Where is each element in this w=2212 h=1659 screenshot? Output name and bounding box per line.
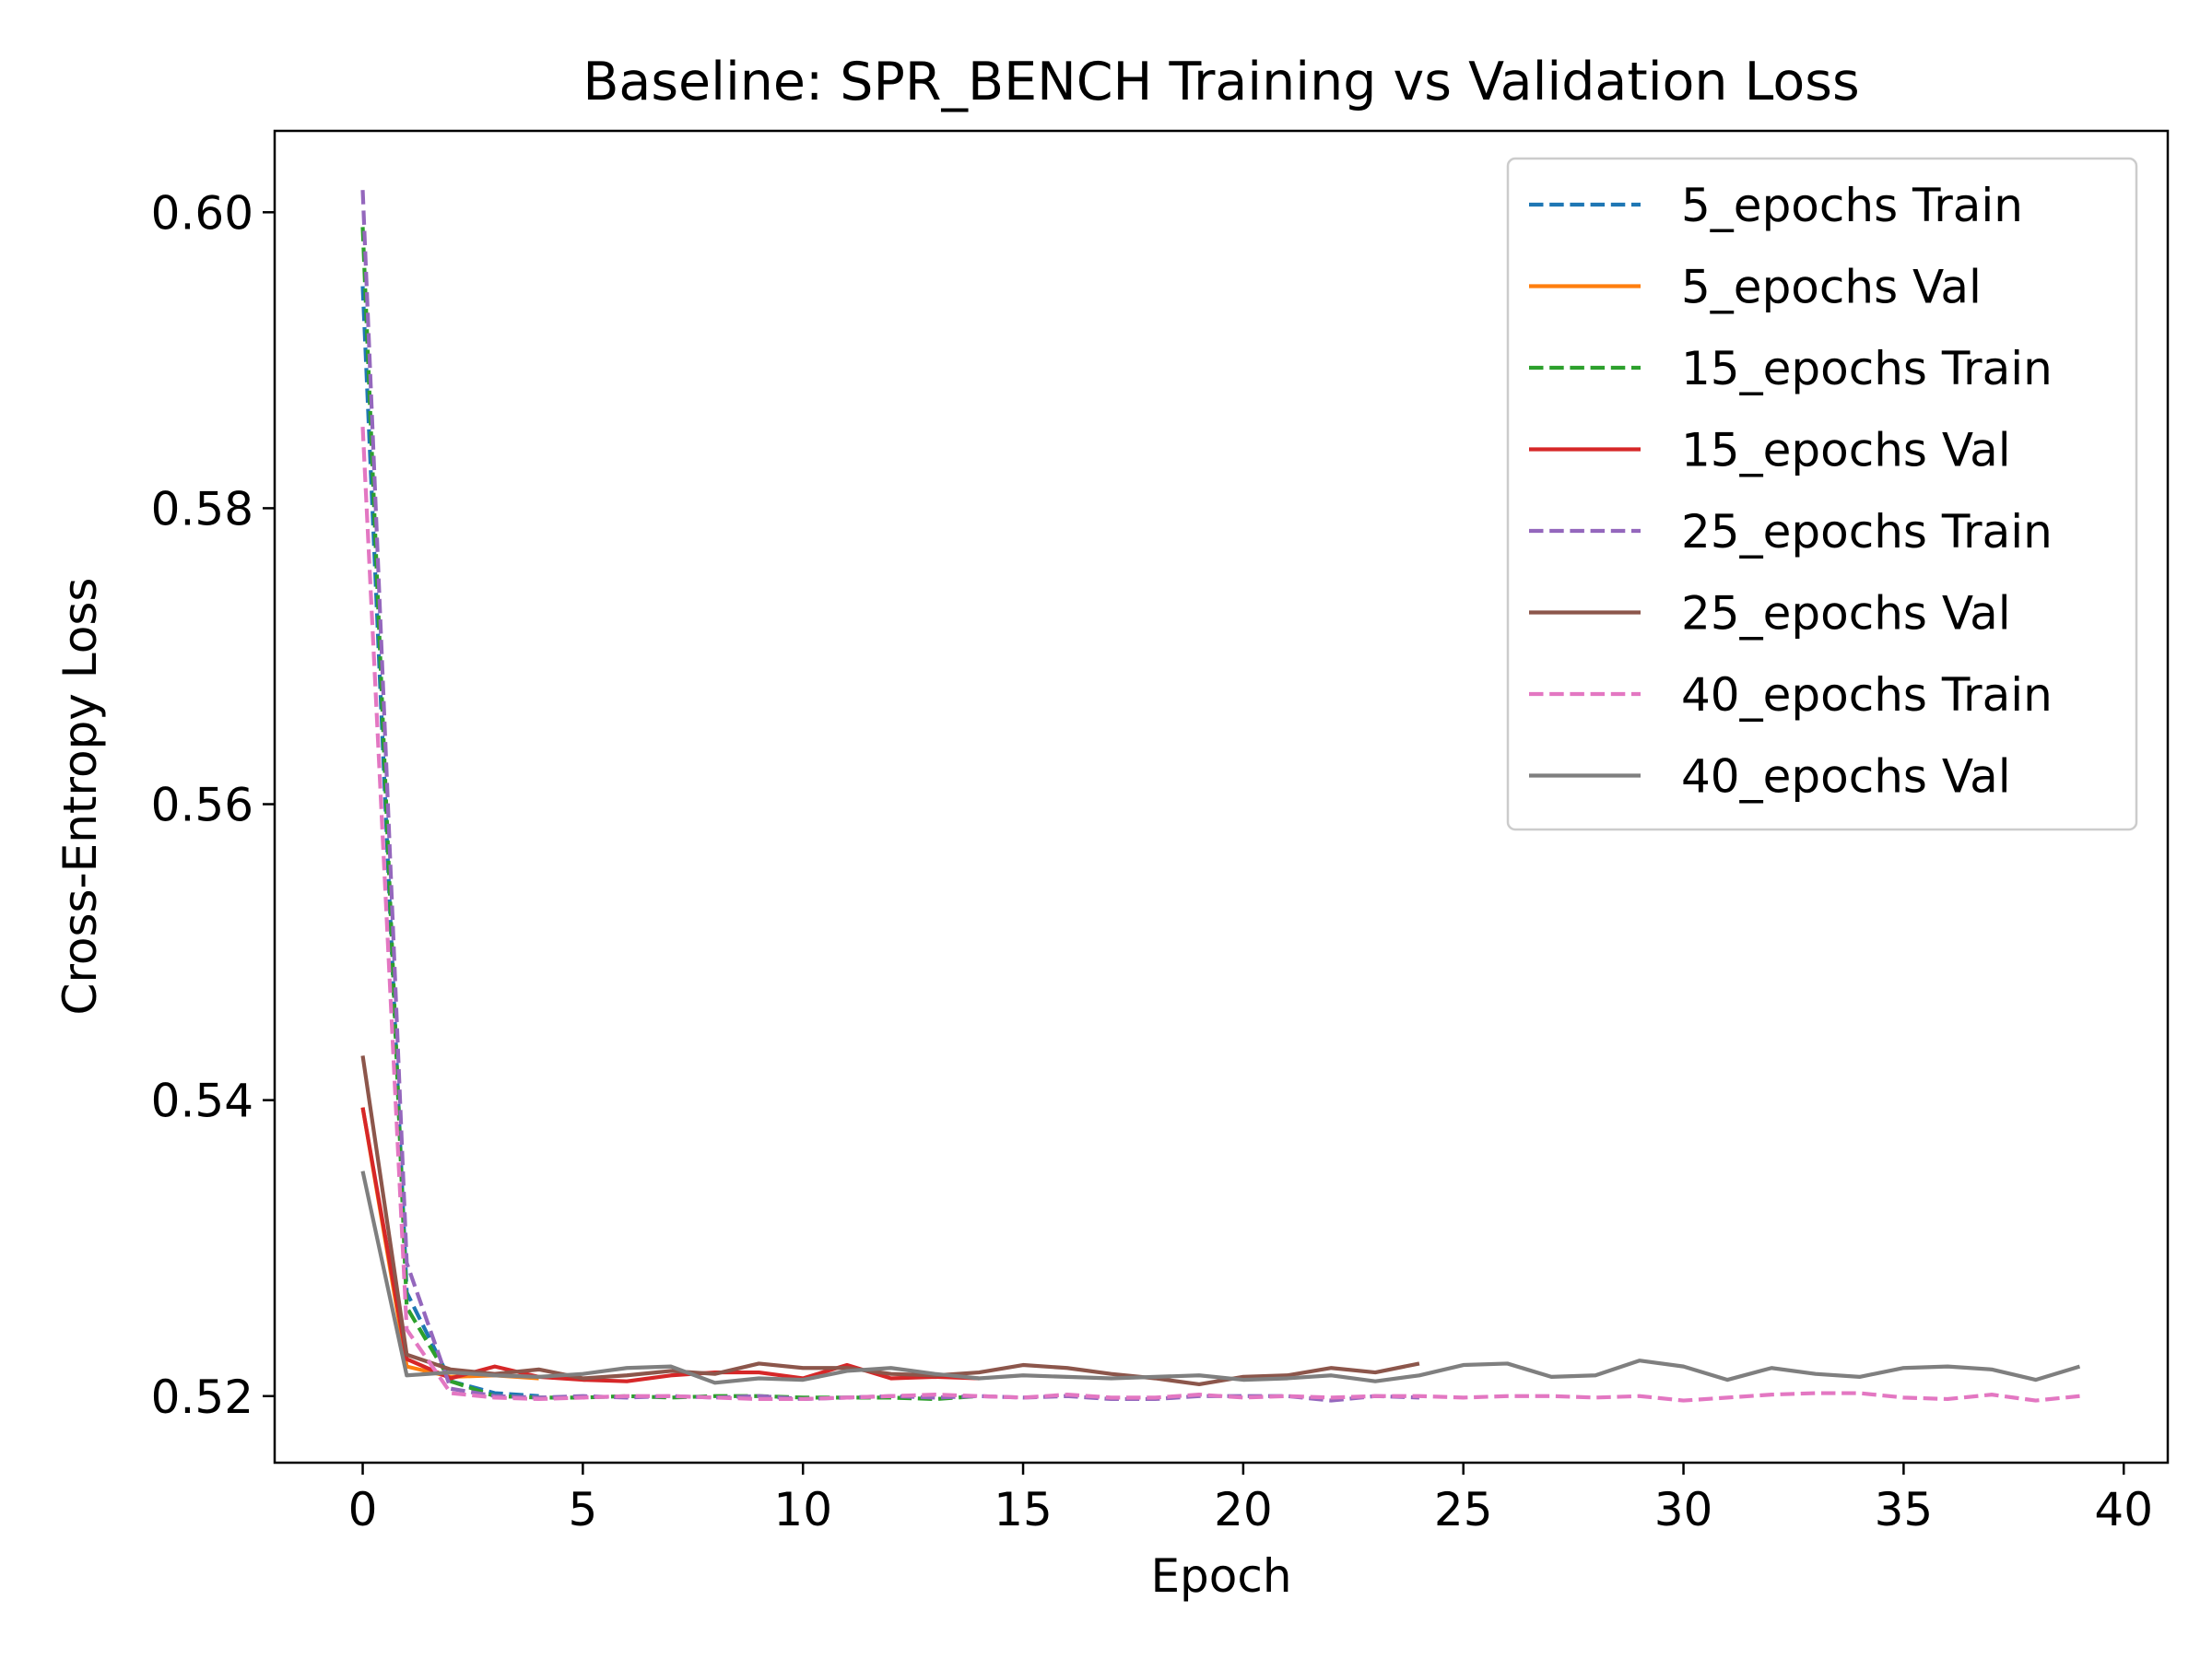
x-tick-label: 20 bbox=[1214, 1483, 1273, 1536]
x-tick-label: 30 bbox=[1654, 1483, 1713, 1536]
x-tick-label: 15 bbox=[994, 1483, 1053, 1536]
y-tick-label: 0.60 bbox=[151, 186, 253, 240]
legend-label: 15_epochs Val bbox=[1681, 424, 2011, 477]
x-tick-label: 0 bbox=[348, 1483, 378, 1536]
legend-label: 5_epochs Train bbox=[1681, 179, 2023, 232]
series-line-25-epochs-val bbox=[360, 1055, 1420, 1387]
plot-area: 0 5 10 15 20 25 30 35 40 0.52 0.54 0.56 0.58 0.60 bbox=[151, 129, 2170, 1536]
y-axis-label: Cross-Entropy Loss bbox=[53, 578, 107, 1016]
legend-label: 25_epochs Train bbox=[1681, 505, 2053, 559]
legend: 5_epochs Train 5_epochs Val 15_epochs Trai… bbox=[1506, 157, 2138, 831]
x-tick-label: 35 bbox=[1875, 1483, 1934, 1536]
y-tick-label: 0.54 bbox=[151, 1075, 253, 1128]
series-line-40-epochs-val bbox=[360, 1171, 2081, 1385]
x-tick-label: 25 bbox=[1434, 1483, 1493, 1536]
x-tick-label: 10 bbox=[773, 1483, 832, 1536]
x-tick-label: 5 bbox=[568, 1483, 597, 1536]
axes-frame bbox=[273, 129, 2170, 1465]
x-tick-label: 40 bbox=[2094, 1483, 2153, 1536]
y-tick-label: 0.52 bbox=[151, 1371, 253, 1424]
legend-label: 40_epochs Val bbox=[1681, 750, 2011, 804]
legend-label: 25_epochs Val bbox=[1681, 587, 2011, 641]
y-tick-label: 0.58 bbox=[151, 482, 253, 535]
series-lines bbox=[360, 190, 2081, 1403]
legend-label: 40_epochs Train bbox=[1681, 668, 2053, 722]
legend-label: 5_epochs Val bbox=[1681, 261, 1982, 314]
series-line-40-epochs-train bbox=[360, 427, 2080, 1403]
chart-title: Baseline: SPR_BENCH Training vs Validati… bbox=[582, 52, 1859, 112]
legend-box bbox=[1506, 157, 2138, 831]
y-tick-label: 0.56 bbox=[151, 779, 253, 832]
legend-label: 15_epochs Train bbox=[1681, 342, 2053, 395]
x-axis-label: Epoch bbox=[1150, 1549, 1291, 1603]
